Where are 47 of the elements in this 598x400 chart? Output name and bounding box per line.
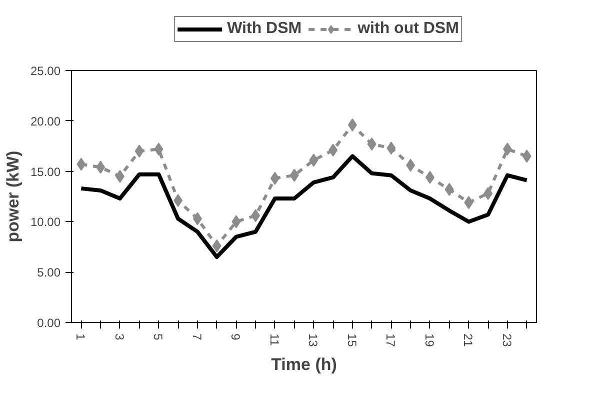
x-tick-label: 17	[384, 334, 398, 348]
point	[76, 158, 86, 171]
x-tick-label: 21	[461, 334, 476, 348]
point	[484, 186, 493, 200]
y-tick-label: 25.00	[30, 64, 61, 78]
x-tick-label: 19	[422, 334, 436, 348]
x-tick-label: 3	[112, 334, 126, 340]
point	[309, 154, 318, 167]
point	[328, 144, 338, 157]
y-tick-label: 5.00	[37, 266, 61, 280]
x-tick-label: 7	[190, 334, 204, 340]
x-tick-label: 5	[151, 334, 166, 340]
x-tick-label: 1	[74, 334, 88, 340]
point	[425, 170, 434, 184]
point	[406, 158, 416, 172]
point	[251, 209, 260, 222]
point	[115, 170, 124, 183]
x-tick-label: 9	[228, 334, 243, 340]
point	[290, 168, 299, 182]
point	[367, 138, 376, 151]
x-tick-label: 23	[500, 334, 514, 348]
legend-label: with out DSM	[358, 20, 459, 38]
point	[348, 118, 357, 132]
y-axis-title: power (kW)	[3, 150, 22, 242]
x-axis-title: Time (h)	[271, 354, 337, 374]
x-tick-label: 11	[267, 334, 282, 346]
legend-label: With DSM	[227, 20, 302, 38]
y-tick-label: 0.00	[37, 316, 61, 330]
point	[232, 215, 241, 228]
point	[212, 239, 222, 252]
point	[154, 142, 164, 156]
y-tick-label: 15.00	[30, 164, 61, 179]
y-tick-label: 20.00	[30, 114, 61, 128]
point	[386, 142, 396, 155]
point	[464, 196, 474, 210]
x-tick-label: 15	[344, 334, 359, 348]
point	[192, 212, 202, 226]
point	[270, 172, 280, 185]
line-series	[79, 154, 529, 259]
x-tick-label: 13	[306, 334, 320, 348]
point	[174, 194, 183, 208]
point	[444, 182, 454, 196]
point	[134, 144, 144, 158]
point	[502, 142, 512, 156]
point	[96, 160, 106, 174]
point	[522, 150, 532, 163]
y-tick-label: 10.00	[30, 215, 61, 230]
